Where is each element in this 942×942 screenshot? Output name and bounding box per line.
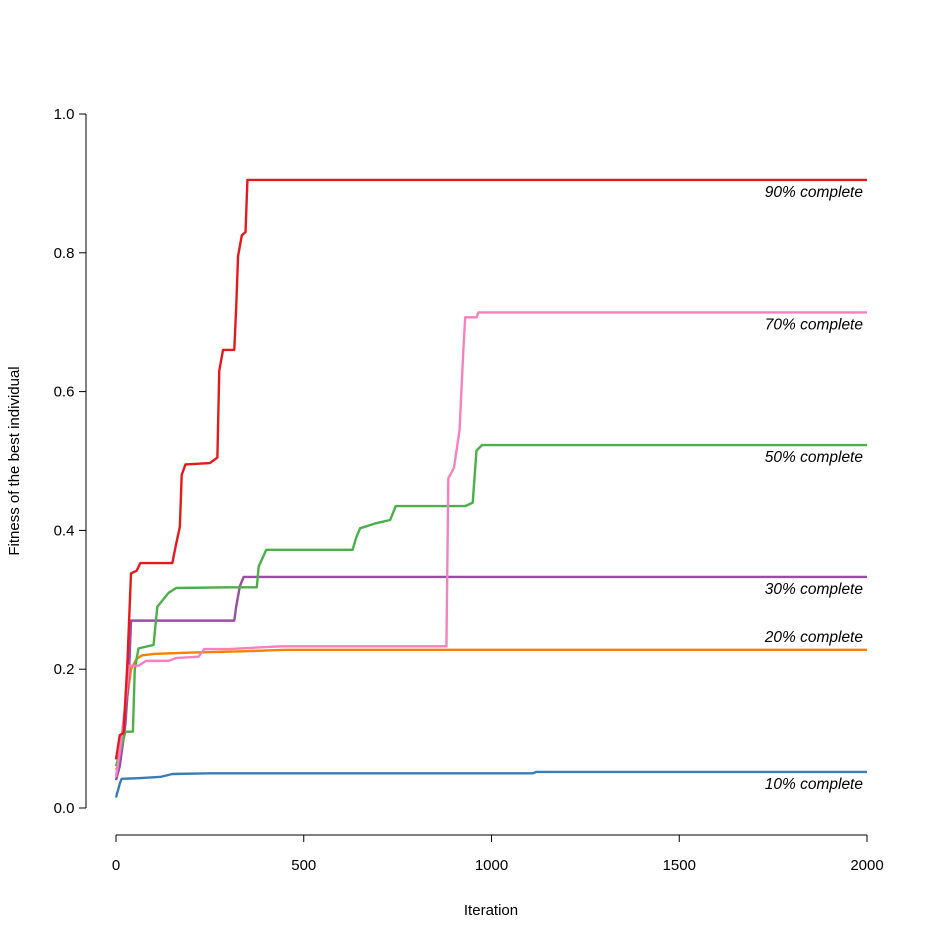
x-tick-label: 1500	[663, 857, 696, 874]
series-label: 90% complete	[765, 184, 864, 201]
y-tick-label: 0.4	[54, 522, 75, 539]
series-label: 30% complete	[765, 581, 864, 598]
series-label: 10% complete	[765, 776, 864, 793]
series-labels: 10% complete 20% complete 30% complete 50% …	[764, 184, 864, 793]
y-axis: 0.0 0.2 0.4 0.6 0.8 1.0	[54, 106, 87, 817]
x-tick-label: 2000	[850, 857, 883, 874]
plot-area	[114, 178, 867, 798]
y-tick-label: 0.8	[54, 245, 75, 262]
y-tick-label: 0.0	[54, 800, 75, 817]
x-tick-label: 1000	[475, 857, 508, 874]
series-line-30-complete	[114, 575, 867, 781]
series-line-50-complete	[114, 443, 867, 767]
y-tick-label: 0.6	[54, 384, 75, 401]
y-tick-label: 0.2	[54, 661, 75, 678]
series-line-20-complete	[114, 648, 867, 771]
y-tick-label: 1.0	[54, 106, 75, 123]
series-line-70-complete	[114, 311, 867, 777]
x-tick-label: 0	[112, 857, 120, 874]
series-line-90-complete	[114, 178, 867, 760]
series-label: 50% complete	[765, 449, 864, 466]
x-tick-label: 500	[291, 857, 316, 874]
y-axis-title: Fitness of the best individual	[6, 366, 23, 555]
series-label: 20% complete	[764, 629, 864, 646]
series-line-10-complete	[114, 770, 867, 798]
series-label: 70% complete	[765, 316, 864, 333]
x-axis: 0 500 1000 1500 2000	[112, 834, 884, 874]
x-axis-title: Iteration	[464, 902, 518, 919]
